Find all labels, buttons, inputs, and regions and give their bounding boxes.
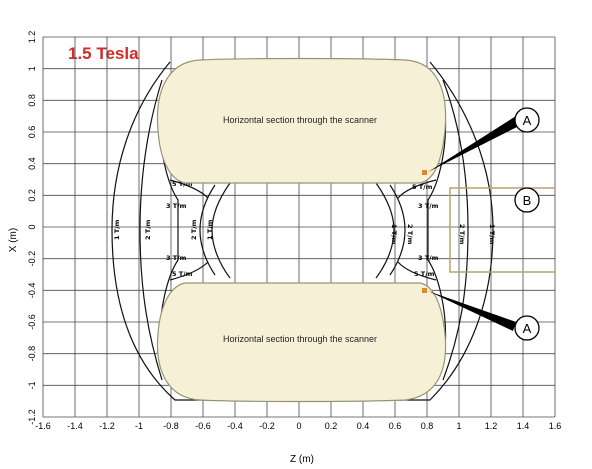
x-tick-label: 1: [456, 421, 461, 431]
x-axis-label: Z (m): [290, 454, 314, 465]
x-tick-label: 1.6: [549, 421, 562, 431]
x-tick-label: -0.2: [259, 421, 275, 431]
contour-label-5tm-left-bottom: 5 T/m: [172, 270, 193, 278]
y-tick-label: -0.4: [27, 283, 37, 299]
contour-2tm-right-inner: [375, 182, 395, 279]
callout-b-frame: [449, 187, 555, 273]
y-tick-label: 0.4: [27, 157, 37, 170]
contour-label-3tm-left-top: 3 T/m: [166, 202, 187, 210]
contour-label-2tm-right-inner: 2 T/m: [406, 224, 414, 245]
contour-label-5tm-right-top: 5 T/m: [412, 183, 433, 191]
contour-label-2tm-right-outer: 2 T/m: [458, 224, 466, 245]
x-tick-label: 0.6: [389, 421, 402, 431]
marker-a-bottom: [422, 288, 427, 293]
contour-label-5tm-left-top: 5 T/m: [172, 180, 193, 188]
x-tick-label: -0.8: [163, 421, 179, 431]
x-tick-label: 0.8: [421, 421, 434, 431]
contour-2tm-right: [442, 79, 469, 381]
callout-b: [514, 187, 540, 213]
contour-label-1tm-left-outer: 1 T/m: [113, 219, 121, 240]
contour-3tm-right: [427, 109, 447, 351]
y-tick-labels: 1.2 1 0.8 0.6 0.4 0.2 0 -0.2 -0.4 -0.6 -0.8 -1 -1.2: [27, 31, 37, 425]
scanner-section-top: [156, 57, 447, 184]
callout-a-bottom-label: A: [523, 321, 532, 336]
contour-label-2tm-left-outer: 2 T/m: [144, 219, 152, 240]
callout-a-top: [514, 107, 540, 133]
marker-a-top: [422, 170, 427, 175]
callout-a-bottom-pointer: [428, 291, 516, 331]
x-tick-label: -1.4: [67, 421, 83, 431]
callout-a-bottom: [514, 315, 540, 341]
contour-label-1tm-right-outer: 1 T/m: [488, 224, 496, 245]
contour-2tm-left: [139, 79, 163, 381]
callout-a-top-label: A: [523, 113, 532, 128]
contour-labels: 1 T/m 2 T/m 5 T/m 3 T/m 3 T/m 5 T/m 2 T/…: [113, 180, 496, 278]
contour-5tm-right: [397, 179, 437, 281]
scanner-label-top: Horizontal section through the scanner: [223, 115, 377, 125]
y-tick-label: 1.2: [27, 31, 37, 44]
callout-b-label: B: [523, 193, 532, 208]
y-tick-label: -0.6: [27, 314, 37, 330]
y-axis-label: X (m): [8, 228, 19, 252]
contour-label-5tm-right-bottom: 5 T/m: [414, 270, 435, 278]
y-tick-label: -0.8: [27, 346, 37, 362]
contour-2tm-left-inner: [211, 182, 231, 279]
contour-label-1tm-left-inner: 1 T/m: [206, 219, 214, 240]
x-tick-label: -0.6: [195, 421, 211, 431]
x-tick-label: 1.2: [485, 421, 498, 431]
scanner-section-bottom: [156, 282, 447, 403]
y-tick-label: -0.2: [27, 251, 37, 267]
x-tick-label: -1: [135, 421, 143, 431]
callout-a-top-pointer: [428, 116, 519, 172]
y-tick-label: 0.2: [27, 189, 37, 202]
x-tick-label: 0.4: [357, 421, 370, 431]
chart-title: 1.5 Tesla: [68, 44, 139, 63]
contour-5tm-left: [169, 179, 209, 281]
y-tick-label: 0: [27, 224, 37, 229]
x-tick-label: -1.6: [35, 421, 51, 431]
contour-label-3tm-right-bottom: 3 T/m: [418, 254, 439, 262]
x-tick-label: 0: [296, 421, 301, 431]
x-tick-label: -1.2: [99, 421, 115, 431]
contour-label-3tm-right-top: 3 T/m: [418, 202, 439, 210]
x-tick-labels: -1.6 -1.4 -1.2 -1 -0.8 -0.6 -0.4 -0.2 0 0.2 0.4 0.6…: [35, 421, 561, 431]
contour-label-2tm-left-inner: 2 T/m: [190, 219, 198, 240]
y-tick-label: -1.2: [27, 409, 37, 425]
x-tick-label: -0.4: [227, 421, 243, 431]
contour-label-1tm-right-inner: 1 T/m: [390, 224, 398, 245]
y-tick-label: 1: [27, 66, 37, 71]
y-tick-label: 0.8: [27, 94, 37, 107]
y-tick-label: 0.6: [27, 126, 37, 139]
x-tick-label: 0.2: [325, 421, 338, 431]
x-tick-label: 1.4: [517, 421, 530, 431]
y-tick-label: -1: [27, 381, 37, 389]
contour-label-3tm-left-bottom: 3 T/m: [166, 254, 187, 262]
contour-1tm-right-inner: [389, 184, 406, 276]
scanner-label-bottom: Horizontal section through the scanner: [223, 334, 377, 344]
